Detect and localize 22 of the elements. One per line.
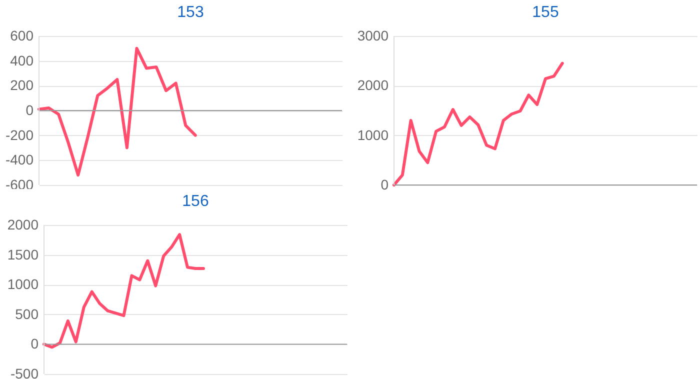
y-tick-label: 200 <box>10 77 34 94</box>
line-series <box>42 233 205 349</box>
y-tick-label: 400 <box>10 52 34 68</box>
y-tick-label: 600 <box>10 28 34 44</box>
y-tick-label: 3000 <box>357 28 389 44</box>
y-tick-label: 500 <box>15 306 39 322</box>
line-series <box>392 62 564 186</box>
y-tick-label: 2000 <box>357 77 389 94</box>
y-tick-label: 0 <box>380 176 389 192</box>
y-tick-label: -400 <box>5 152 34 168</box>
y-tick-label: 0 <box>26 102 34 118</box>
y-tick-label: 1500 <box>7 246 39 262</box>
y-tick-label: 0 <box>30 336 39 352</box>
y-tick-label: 1000 <box>357 126 389 143</box>
y-tick-label: -200 <box>5 126 34 143</box>
y-tick-label: 1000 <box>7 276 39 292</box>
chart-title: 153 <box>177 4 204 21</box>
y-tick-label: -500 <box>10 366 39 379</box>
y-tick-label: 2000 <box>7 216 39 232</box>
chart-title: 156 <box>182 193 209 210</box>
chart-title: 155 <box>532 4 559 21</box>
line-series <box>38 46 197 177</box>
